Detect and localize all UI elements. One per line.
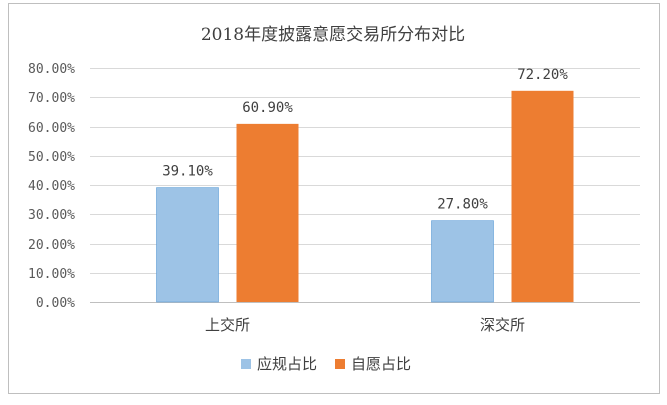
x-axis-categories: 上交所 深交所 xyxy=(205,316,525,334)
x-category-label: 上交所 xyxy=(205,316,250,334)
bar-compliance-1 xyxy=(431,220,494,303)
y-tick-label: 60.00% xyxy=(28,121,75,136)
data-label: 27.80% xyxy=(437,197,488,213)
data-label: 60.90% xyxy=(242,100,293,116)
data-label: 39.10% xyxy=(162,164,213,180)
data-label: 72.20% xyxy=(517,67,568,83)
y-tick-label: 0.00% xyxy=(36,296,75,311)
chart-title: 2018年度披露意愿交易所分布对比 xyxy=(201,25,465,45)
legend-label: 自愿占比 xyxy=(351,355,411,373)
legend: 应规占比 自愿占比 xyxy=(241,355,411,373)
y-axis-ticks: 0.00% 10.00% 20.00% 30.00% 40.00% 50.00% 60.00… xyxy=(28,62,75,311)
y-tick-label: 70.00% xyxy=(28,91,75,106)
y-tick-label: 80.00% xyxy=(28,62,75,77)
y-tick-label: 30.00% xyxy=(28,208,75,223)
legend-label: 应规占比 xyxy=(257,355,317,373)
bar-voluntary-0 xyxy=(236,123,299,303)
y-tick-label: 10.00% xyxy=(28,267,75,282)
legend-swatch xyxy=(241,359,251,369)
y-tick-label: 40.00% xyxy=(28,179,75,194)
bar-compliance-0 xyxy=(156,187,219,303)
legend-swatch xyxy=(335,359,345,369)
bars xyxy=(156,90,574,303)
y-tick-label: 50.00% xyxy=(28,150,75,165)
data-labels: 39.10% 60.90% 27.80% 72.20% xyxy=(162,67,568,213)
y-tick-label: 20.00% xyxy=(28,238,75,253)
bar-voluntary-1 xyxy=(511,90,574,302)
x-category-label: 深交所 xyxy=(480,316,525,334)
